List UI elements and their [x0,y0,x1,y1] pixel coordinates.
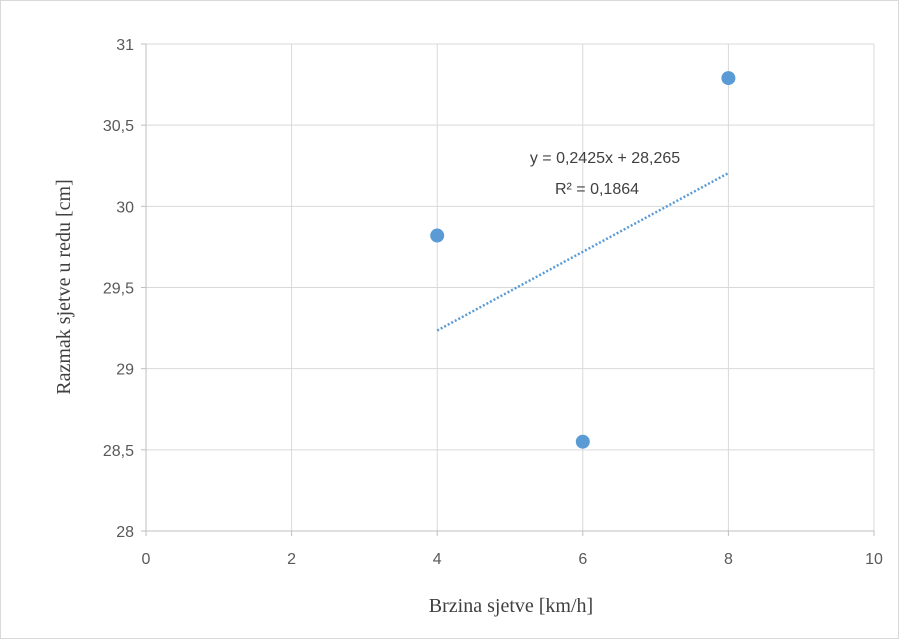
axes [141,43,875,536]
x-axis-title: Brzina sjetve [km/h] [429,595,593,617]
x-tick-label: 4 [433,551,442,568]
tick-labels: 28 28,5 29 29,5 30 30,5 31 0 2 4 6 8 10 [103,37,883,568]
x-tick-label: 8 [724,551,733,568]
y-tick-label: 30 [116,199,134,216]
y-tick-label: 31 [116,37,134,54]
x-tick-label: 6 [578,551,587,568]
y-axis-title: Razmak sjetve u redu [cm] [53,179,75,394]
x-tick-label: 2 [287,551,296,568]
y-tick-label: 29 [116,362,134,379]
x-tick-label: 10 [865,551,883,568]
x-tick-label: 0 [142,551,151,568]
trendline-equation: y = 0,2425x + 28,265 [530,150,680,167]
data-point [575,434,590,449]
data-points [430,71,736,449]
data-point [430,228,445,243]
trendline-r-squared: R² = 0,1864 [555,181,639,198]
y-tick-label: 28 [116,524,134,541]
data-point [721,71,736,86]
trendline [436,171,729,332]
y-tick-label: 30,5 [103,118,134,135]
y-tick-label: 29,5 [103,281,134,298]
gridlines [146,43,875,531]
y-tick-label: 28,5 [103,443,134,460]
trendline-group [436,171,729,332]
